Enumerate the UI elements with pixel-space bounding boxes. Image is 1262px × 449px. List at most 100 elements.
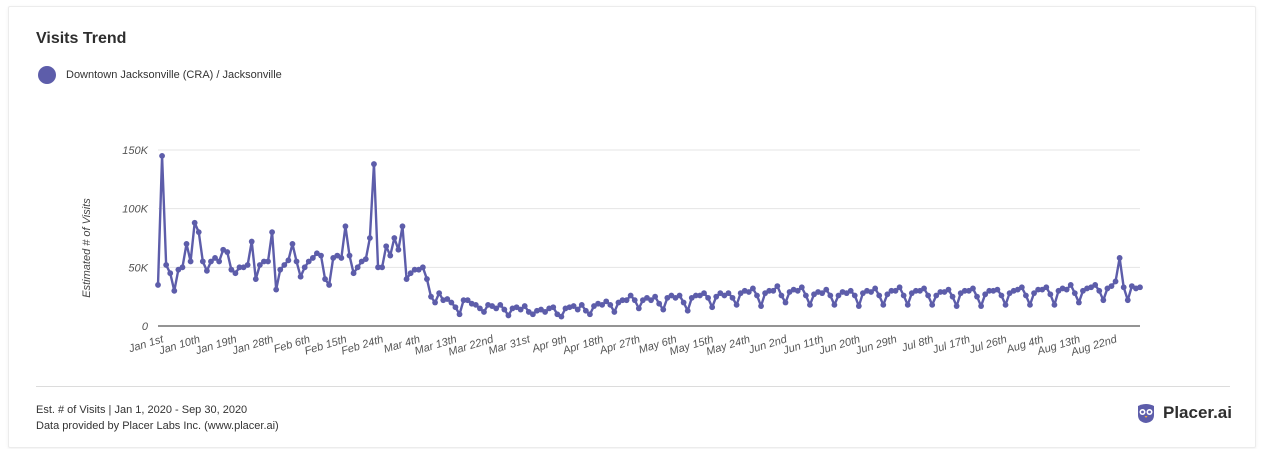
data-point	[354, 264, 361, 271]
visits-trend-card	[8, 6, 1256, 448]
data-point	[159, 152, 165, 159]
data-point	[709, 304, 716, 311]
placer-owl-icon	[1137, 404, 1154, 423]
y-tick-label: 100K	[122, 204, 148, 216]
data-point	[350, 270, 357, 277]
data-point	[1047, 291, 1054, 298]
data-point	[582, 307, 589, 314]
data-point	[1075, 299, 1082, 306]
data-point	[794, 287, 801, 294]
data-point	[244, 262, 251, 268]
data-point	[729, 294, 736, 301]
data-point	[1112, 278, 1119, 285]
data-point	[847, 287, 854, 294]
data-point	[277, 266, 284, 273]
data-point	[896, 284, 903, 291]
data-point	[1063, 286, 1070, 293]
data-point	[623, 297, 630, 304]
data-point	[212, 255, 218, 261]
data-point	[195, 229, 202, 236]
data-point	[269, 229, 275, 236]
data-point	[236, 264, 243, 271]
data-point	[733, 301, 740, 308]
data-point	[607, 301, 614, 308]
data-point	[171, 287, 178, 294]
data-point	[819, 290, 826, 297]
data-point	[705, 294, 711, 301]
data-point	[961, 287, 968, 294]
data-point	[888, 287, 895, 294]
data-point	[464, 297, 471, 304]
brand-logo[interactable]: Placer.ai	[1135, 402, 1232, 424]
data-point	[750, 285, 756, 292]
data-point	[550, 304, 557, 311]
data-point	[375, 264, 381, 271]
data-point	[904, 301, 911, 308]
data-point	[293, 258, 300, 265]
x-tick-label: Apr 27th	[597, 333, 641, 357]
data-point	[179, 264, 186, 271]
data-point	[301, 264, 308, 271]
data-point	[436, 290, 443, 297]
data-point	[273, 286, 280, 293]
data-point	[774, 283, 781, 290]
data-point	[444, 296, 451, 302]
data-point	[827, 292, 834, 299]
data-point	[187, 258, 194, 265]
data-point	[912, 287, 919, 294]
data-point	[802, 292, 809, 299]
brand-name: Placer.ai	[1162, 403, 1232, 422]
data-point	[252, 276, 259, 282]
data-point	[261, 258, 267, 265]
x-tick-label: Jul 26th	[967, 333, 1008, 356]
data-point	[232, 270, 239, 277]
data-point	[945, 286, 952, 293]
data-point	[1002, 301, 1009, 308]
chart-legend[interactable]: Downtown Jacksonville (CRA) / Jacksonvil…	[38, 66, 282, 84]
data-point	[770, 287, 777, 294]
footer-data-source: Data provided by Placer Labs Inc. (www.p…	[36, 420, 279, 432]
data-point	[456, 311, 463, 318]
data-point	[986, 287, 993, 294]
data-point	[900, 292, 907, 299]
x-tick-label: Mar 31st	[487, 333, 532, 357]
chart-title: Visits Trend	[36, 30, 127, 47]
data-point	[1108, 283, 1115, 290]
data-point	[701, 290, 707, 297]
data-point	[383, 243, 390, 250]
data-point	[855, 303, 862, 309]
data-point	[1120, 284, 1127, 291]
data-point	[203, 267, 210, 274]
y-axis-title: Estimated # of Visits	[81, 198, 93, 298]
data-point	[387, 252, 394, 259]
data-point	[611, 309, 618, 315]
data-point	[477, 305, 483, 312]
data-point	[823, 286, 830, 293]
data-point	[994, 286, 1001, 293]
data-point	[366, 235, 373, 241]
data-point	[309, 255, 316, 261]
y-tick-label: 150K	[122, 145, 148, 157]
data-point	[648, 297, 654, 304]
data-point	[978, 303, 984, 309]
data-point	[754, 292, 760, 299]
data-point	[603, 298, 610, 305]
data-point	[411, 266, 418, 273]
data-point	[599, 301, 606, 308]
data-point	[619, 297, 626, 304]
legend-swatch	[38, 66, 56, 84]
data-point	[884, 291, 891, 298]
data-point	[578, 301, 585, 308]
data-point	[766, 287, 773, 294]
data-point	[807, 301, 813, 308]
data-point	[521, 303, 528, 309]
data-point	[517, 306, 524, 313]
data-point	[680, 299, 687, 306]
data-point	[472, 301, 479, 308]
data-point	[758, 303, 764, 309]
x-tick-label: Jan 28th	[230, 333, 275, 357]
data-point	[974, 293, 980, 300]
data-point	[676, 292, 683, 299]
data-point	[574, 306, 581, 313]
